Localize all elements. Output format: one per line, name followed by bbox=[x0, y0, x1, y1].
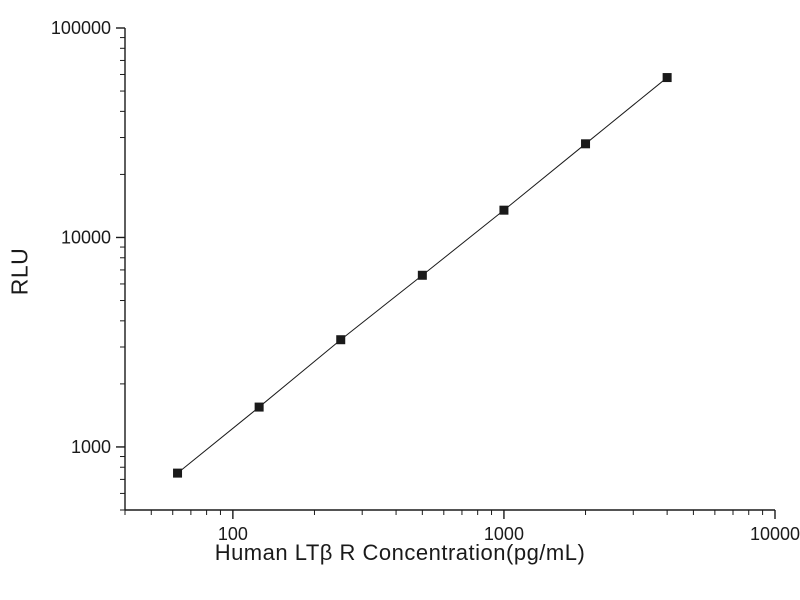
data-point-marker bbox=[662, 73, 672, 83]
data-point-marker bbox=[336, 335, 346, 345]
y-tick-label: 10000 bbox=[61, 227, 111, 247]
x-axis-title: Human LTβ R Concentration(pg/mL) bbox=[214, 540, 586, 565]
y-axis-title: RLU bbox=[6, 247, 33, 296]
y-tick-label: 1000 bbox=[71, 437, 111, 457]
data-point-marker bbox=[254, 402, 264, 412]
data-point-marker bbox=[499, 205, 509, 215]
y-tick-label: 100000 bbox=[51, 18, 111, 38]
x-tick-label: 100 bbox=[218, 524, 248, 544]
data-point-marker bbox=[581, 139, 591, 149]
data-point-marker bbox=[173, 468, 183, 478]
x-tick-label: 10000 bbox=[750, 524, 800, 544]
x-tick-label: 1000 bbox=[484, 524, 524, 544]
data-point-marker bbox=[417, 270, 427, 280]
